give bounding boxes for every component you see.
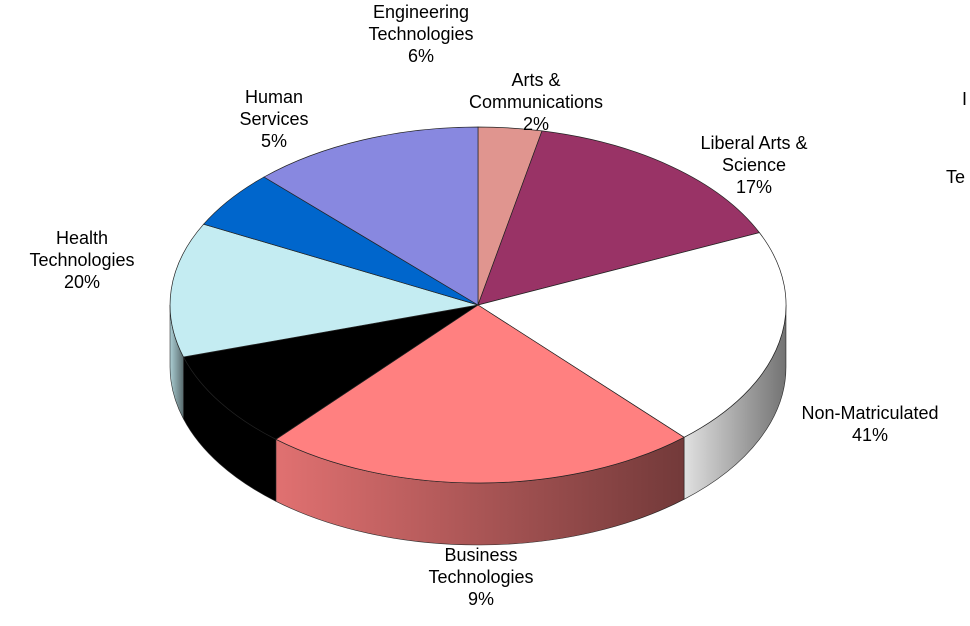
slice-label: Arts & Communications 2% bbox=[469, 70, 603, 134]
slice-label-line: 17% bbox=[736, 177, 772, 197]
slice-label-line: Liberal Arts & bbox=[700, 133, 807, 153]
slice-label-line: 20% bbox=[64, 272, 100, 292]
pie-slice-1 bbox=[477, 130, 761, 306]
slice-label-line: Engineering bbox=[373, 2, 469, 22]
pie-slice-2 bbox=[477, 232, 787, 438]
slice-label-line: 41% bbox=[852, 425, 888, 445]
pie-side-5 bbox=[169, 304, 184, 420]
pie-slice-3 bbox=[275, 304, 685, 484]
pie-side-shade bbox=[183, 357, 276, 502]
pie-side-shade bbox=[170, 305, 184, 419]
slice-label-line: Technologies bbox=[368, 24, 473, 44]
slice-label-line: Health bbox=[56, 228, 108, 248]
slice-label-line: 2% bbox=[523, 114, 549, 134]
slice-label: Liberal Arts & Science 17% bbox=[700, 133, 807, 197]
slice-label-line: 6% bbox=[408, 46, 434, 66]
slice-label-line: Arts & bbox=[511, 70, 560, 90]
slice-label-line: 5% bbox=[261, 131, 287, 151]
slice-label: Human Services 5% bbox=[239, 87, 308, 151]
slice-label-line: Business bbox=[444, 545, 517, 565]
slice-label-line: Human bbox=[245, 87, 303, 107]
slice-label-line: 9% bbox=[468, 589, 494, 609]
pie-side-shade bbox=[275, 437, 685, 546]
slice-label-line: Technologies bbox=[29, 250, 134, 270]
slice-label-line: Services bbox=[239, 109, 308, 129]
slice-labels: Arts & Communications 2% Liberal Arts & Scie… bbox=[29, 2, 938, 609]
pie-slice-7 bbox=[263, 126, 479, 306]
slice-label: Health Technologies 20% bbox=[29, 228, 134, 292]
slice-label-line: Non-Matriculated bbox=[801, 403, 938, 423]
slice-label-line: Communications bbox=[469, 92, 603, 112]
pie-top-faces bbox=[169, 126, 787, 484]
slice-label: Business Technologies 9% bbox=[428, 545, 533, 609]
slice-label-line: Technologies bbox=[428, 567, 533, 587]
slice-label: Non-Matriculated 41% bbox=[801, 403, 938, 445]
pie-slice-5 bbox=[169, 223, 479, 358]
clipped-label-2: Te bbox=[946, 167, 966, 187]
slice-label: Engineering Technologies 6% bbox=[368, 2, 473, 66]
slice-label-line: Science bbox=[722, 155, 786, 175]
clipped-label-1: I bbox=[962, 89, 968, 109]
pie-side-faces bbox=[169, 304, 787, 546]
pie-side-shade bbox=[684, 305, 786, 500]
pie-slice-4 bbox=[182, 304, 479, 440]
